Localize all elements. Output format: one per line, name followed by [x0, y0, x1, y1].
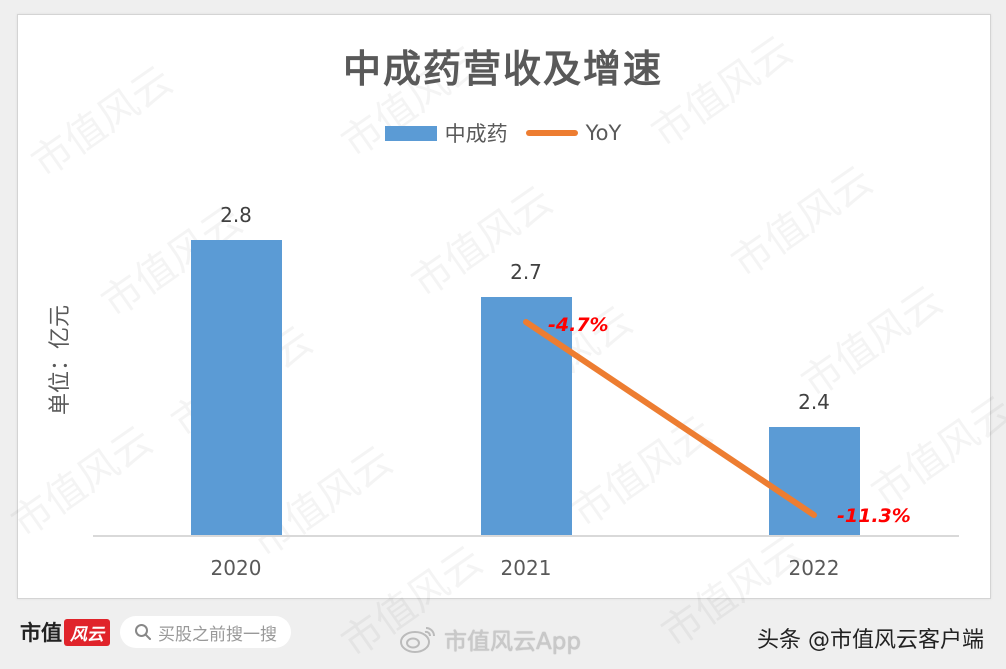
- footer-left: 市值 风云 买股之前搜一搜: [20, 616, 291, 648]
- chart-title: 中成药营收及增速: [342, 47, 663, 91]
- x-tick-2021: 2021: [500, 556, 552, 580]
- yoy-label-2022: -11.3%: [837, 505, 911, 527]
- y-axis-label: 单位：亿元: [48, 304, 73, 416]
- brand-text: 市值: [20, 620, 62, 645]
- x-tick-2022: 2022: [788, 556, 840, 580]
- bar-value-2020: 2.8: [220, 203, 252, 227]
- legend-line-label: YoY: [585, 121, 622, 145]
- weibo-icon: [400, 627, 435, 653]
- search-placeholder: 买股之前搜一搜: [158, 624, 277, 645]
- x-tick-2020: 2020: [210, 556, 262, 580]
- weibo-tag: 市值风云App: [398, 622, 581, 656]
- legend-item-line: YoY: [525, 121, 622, 145]
- bar-value-2021: 2.7: [510, 260, 542, 284]
- legend-item-bar: 中成药: [384, 118, 508, 148]
- brand-logo: 市值 风云: [20, 617, 110, 647]
- chart-legend: 中成药 YoY: [0, 118, 1006, 148]
- brand-red-badge: 风云: [64, 619, 110, 646]
- legend-bar-label: 中成药: [444, 122, 508, 146]
- search-icon: [135, 624, 151, 640]
- weibo-handle: 市值风云App: [444, 629, 581, 655]
- toutiao-tag: 头条 @市值风云客户端: [757, 628, 984, 653]
- bar-value-2022: 2.4: [798, 390, 830, 414]
- legend-bar-swatch: [384, 125, 437, 141]
- x-axis-line: [93, 535, 959, 537]
- legend-line-swatch: [525, 130, 578, 136]
- yoy-label-2021: -4.7%: [548, 314, 609, 336]
- search-box[interactable]: 买股之前搜一搜: [120, 616, 291, 648]
- bar-2020: [191, 240, 282, 535]
